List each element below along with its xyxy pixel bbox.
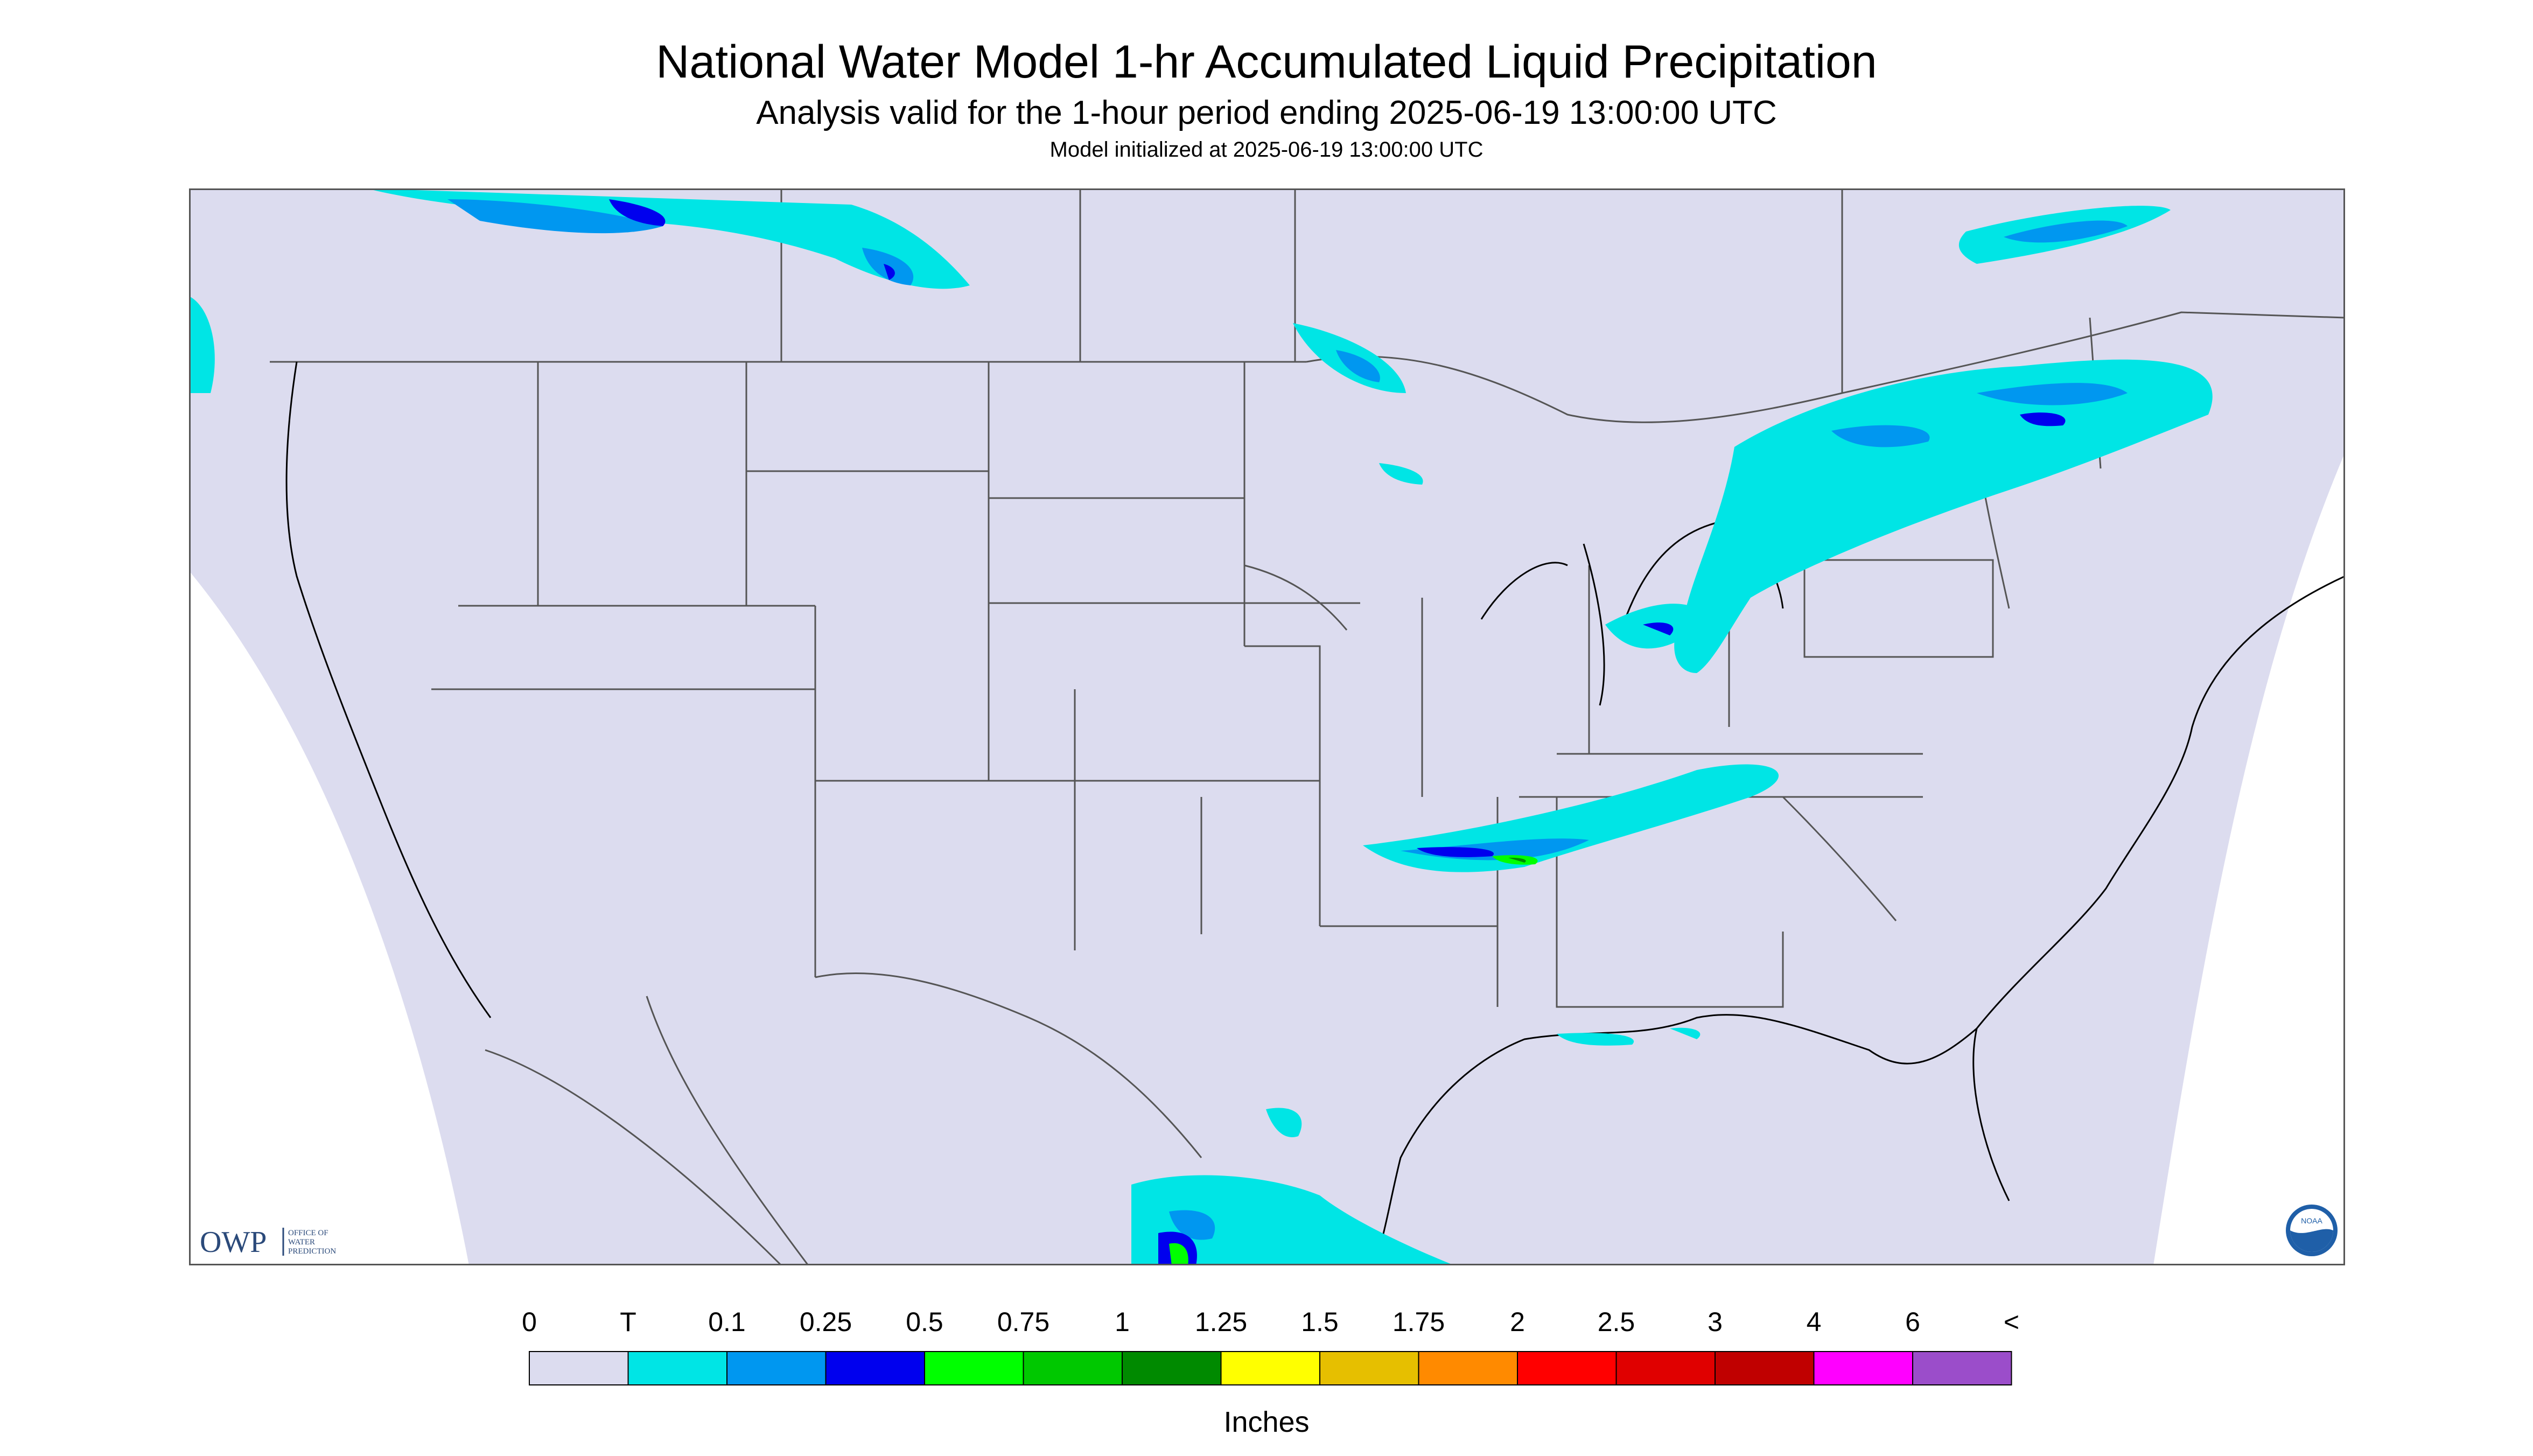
legend-tick-label: 0.25 bbox=[800, 1307, 852, 1337]
legend-units: Inches bbox=[1223, 1406, 1310, 1438]
precipitation-overlay bbox=[189, 188, 2213, 1265]
legend-tick-label: 0 bbox=[522, 1307, 537, 1337]
svg-text:OFFICE OF: OFFICE OF bbox=[288, 1229, 328, 1237]
legend-tick-label: 1 bbox=[1115, 1307, 1130, 1337]
noaa-logo: NOAA bbox=[2286, 1205, 2338, 1256]
legend-swatch bbox=[1122, 1351, 1222, 1385]
legend-tick-label: 1.5 bbox=[1301, 1307, 1339, 1337]
legend-swatch bbox=[529, 1351, 629, 1385]
map-frame bbox=[189, 188, 2345, 1265]
owp-logo: OWP OFFICE OF WATER PREDICTION bbox=[200, 1226, 336, 1259]
legend-tick-label: 4 bbox=[1807, 1307, 1822, 1337]
legend-tick-label: < bbox=[2004, 1307, 2019, 1337]
legend-tick-label: T bbox=[620, 1307, 636, 1337]
legend-swatch bbox=[726, 1351, 827, 1385]
legend-swatch bbox=[1319, 1351, 1419, 1385]
legend-tick-label: 1.25 bbox=[1195, 1307, 1247, 1337]
legend-swatch bbox=[627, 1351, 727, 1385]
state-boundaries bbox=[270, 188, 2345, 1265]
precipitation-map: OWP OFFICE OF WATER PREDICTION NOAA bbox=[189, 188, 2345, 1265]
legend-swatch bbox=[1615, 1351, 1716, 1385]
legend-swatch bbox=[825, 1351, 925, 1385]
legend-swatch bbox=[1715, 1351, 1815, 1385]
legend-tick-label: 3 bbox=[1708, 1307, 1723, 1337]
legend-swatch bbox=[1220, 1351, 1320, 1385]
legend-swatch bbox=[1023, 1351, 1123, 1385]
legend-tick-label: 2.5 bbox=[1598, 1307, 1635, 1337]
map-subtitle: Analysis valid for the 1-hour period end… bbox=[756, 94, 1777, 131]
svg-text:WATER: WATER bbox=[288, 1238, 315, 1247]
legend-swatch bbox=[1517, 1351, 1617, 1385]
legend-tick-label: 0.5 bbox=[906, 1307, 943, 1337]
legend-tick-label: 0.75 bbox=[997, 1307, 1049, 1337]
model-domain bbox=[189, 188, 2345, 1265]
svg-text:PREDICTION: PREDICTION bbox=[288, 1247, 336, 1256]
svg-text:NOAA: NOAA bbox=[2301, 1216, 2322, 1225]
svg-text:OWP: OWP bbox=[200, 1226, 267, 1259]
model-init-line: Model initialized at 2025-06-19 13:00:00… bbox=[1049, 138, 1484, 162]
legend-tick-label: 6 bbox=[1905, 1307, 1920, 1337]
legend-swatch bbox=[924, 1351, 1024, 1385]
legend-swatch bbox=[1418, 1351, 1518, 1385]
legend-tick-label: 0.1 bbox=[708, 1307, 746, 1337]
legend-swatch bbox=[1912, 1351, 2012, 1385]
legend-tick-label: 1.75 bbox=[1393, 1307, 1445, 1337]
legend-swatch bbox=[1813, 1351, 1913, 1385]
legend-tick-label: 2 bbox=[1510, 1307, 1525, 1337]
map-title: National Water Model 1-hr Accumulated Li… bbox=[656, 36, 1877, 88]
